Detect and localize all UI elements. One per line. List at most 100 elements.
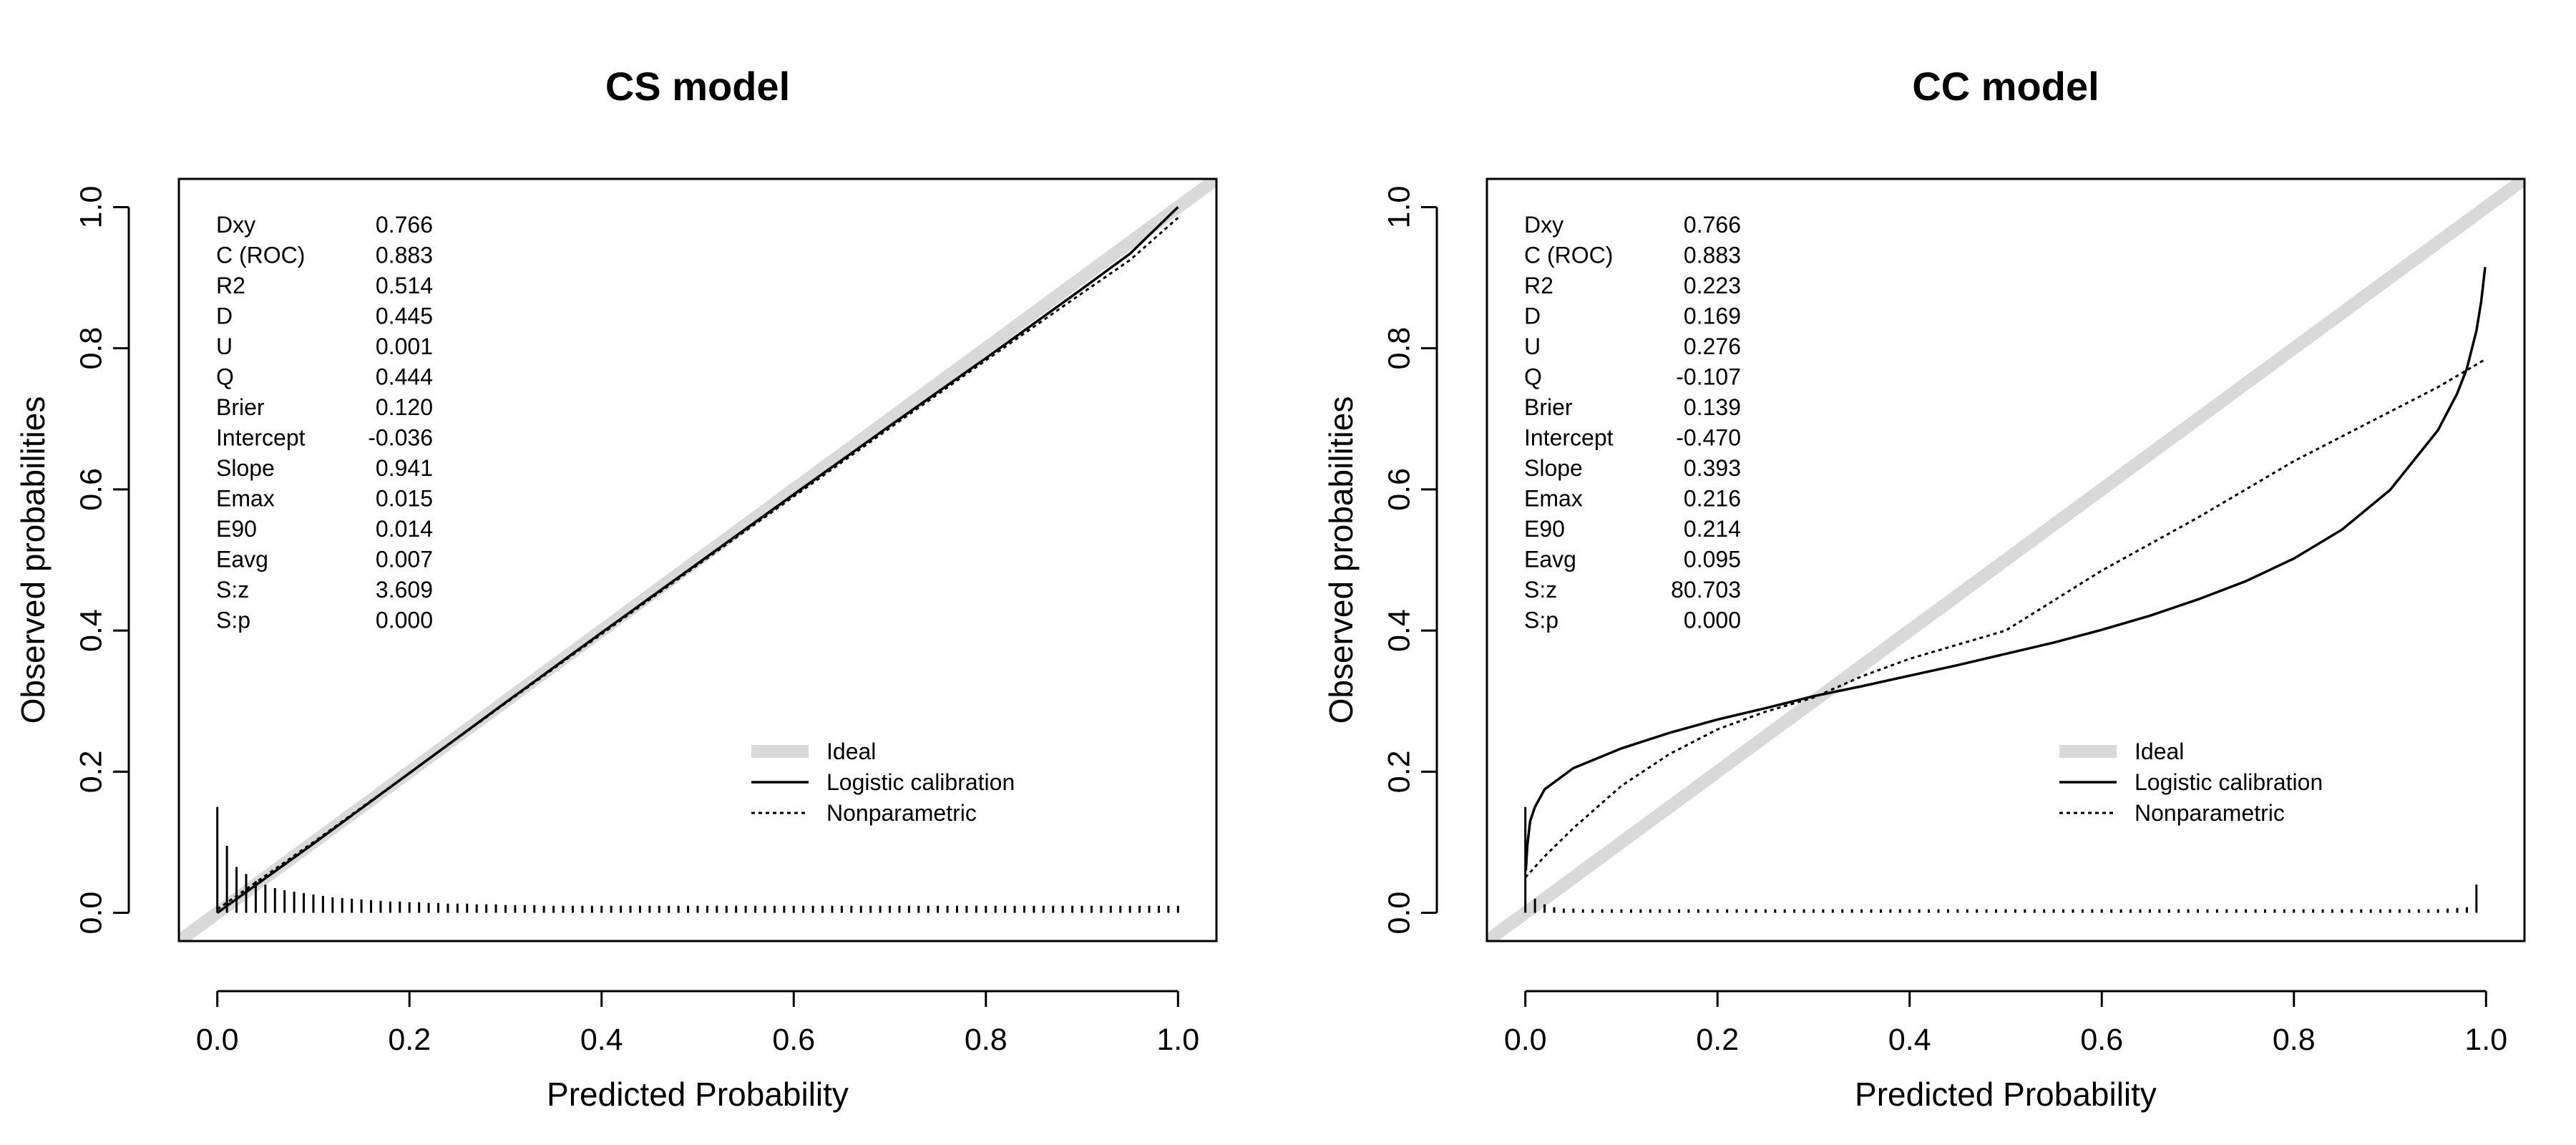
y-tick-label: 0.4 bbox=[74, 609, 108, 652]
stat-value: 0.139 bbox=[1684, 394, 1741, 420]
stat-label: Brier bbox=[1524, 394, 1573, 420]
panel-title: CC model bbox=[1912, 64, 2099, 109]
legend-label: Logistic calibration bbox=[826, 769, 1015, 795]
x-tick-label: 0.8 bbox=[2273, 1023, 2316, 1057]
x-tick-label: 0.4 bbox=[580, 1023, 623, 1057]
stat-value: -0.036 bbox=[368, 425, 433, 451]
stat-value: 0.169 bbox=[1684, 303, 1741, 329]
series-ideal-line bbox=[1487, 179, 2524, 941]
legend-label: Ideal bbox=[826, 739, 876, 764]
y-axis-label: Observed probabilities bbox=[1322, 396, 1360, 724]
stat-label: Q bbox=[1524, 364, 1542, 390]
stat-value: 0.393 bbox=[1684, 455, 1741, 481]
stat-label: Dxy bbox=[1524, 212, 1563, 238]
stat-value: 0.766 bbox=[376, 212, 433, 238]
x-axis-label: Predicted Probability bbox=[1855, 1076, 2157, 1113]
stat-value: 0.015 bbox=[376, 486, 433, 512]
stat-value: 0.276 bbox=[1684, 333, 1741, 359]
legend: Ideal Logistic calibration Nonparametric bbox=[751, 739, 1015, 826]
y-tick-label: 0.8 bbox=[74, 327, 108, 370]
stats-table: Dxy 0.766 C (ROC) 0.883 R2 0.514 D 0.445 U 0.001 Q… bbox=[216, 212, 433, 633]
stat-value: 0.014 bbox=[376, 516, 433, 542]
stat-value: 0.883 bbox=[376, 243, 433, 268]
stat-label: S:z bbox=[216, 577, 249, 603]
stat-label: Emax bbox=[216, 486, 275, 512]
stat-label: Q bbox=[216, 364, 234, 390]
stat-label: Emax bbox=[1524, 486, 1583, 512]
stat-value: -0.470 bbox=[1676, 425, 1741, 451]
stat-label: E90 bbox=[216, 516, 257, 542]
plot-frame bbox=[177, 177, 1218, 942]
plot-frame bbox=[1485, 177, 2526, 942]
stat-label: R2 bbox=[216, 273, 245, 298]
stat-label: Eavg bbox=[1524, 547, 1576, 572]
legend-label: Nonparametric bbox=[826, 800, 977, 826]
series-nonparametric-line bbox=[1524, 358, 2487, 879]
cc-panel: CC model Predicted Probability Observed pr… bbox=[1322, 64, 2526, 1113]
stat-value: 0.444 bbox=[376, 364, 433, 390]
y-axis-label: Observed probabilities bbox=[14, 396, 52, 724]
stat-label: U bbox=[216, 333, 233, 359]
y-tick-label: 0.4 bbox=[1382, 609, 1416, 652]
stat-value: 0.214 bbox=[1684, 516, 1741, 542]
x-tick-label: 0.2 bbox=[388, 1023, 431, 1057]
stats-table: Dxy 0.766 C (ROC) 0.883 R2 0.223 D 0.169 U 0.276 Q… bbox=[1524, 212, 1741, 633]
series-logistic-calibration-line bbox=[1524, 267, 2487, 871]
stat-label: E90 bbox=[1524, 516, 1565, 542]
stat-value: 0.766 bbox=[1684, 212, 1741, 238]
stat-label: Slope bbox=[216, 455, 275, 481]
stat-value: 0.095 bbox=[1684, 547, 1741, 572]
y-tick-label: 0.2 bbox=[74, 750, 108, 793]
stat-label: U bbox=[1524, 333, 1541, 359]
stat-value: 0.000 bbox=[1684, 608, 1741, 633]
y-tick-label: 0.8 bbox=[1382, 327, 1416, 370]
y-tick-label: 0.6 bbox=[1382, 468, 1416, 511]
y-tick-label: 1.0 bbox=[74, 186, 108, 229]
stat-label: D bbox=[216, 303, 233, 329]
x-axis-label: Predicted Probability bbox=[547, 1076, 849, 1113]
x-tick-label: 0.2 bbox=[1696, 1023, 1739, 1057]
legend: Ideal Logistic calibration Nonparametric bbox=[2059, 739, 2323, 826]
x-tick-label: 0.0 bbox=[196, 1023, 239, 1057]
y-tick-label: 0.0 bbox=[74, 892, 108, 935]
x-tick-label: 0.4 bbox=[1888, 1023, 1931, 1057]
stat-value: 0.941 bbox=[376, 455, 433, 481]
stat-value: 0.120 bbox=[376, 394, 433, 420]
stat-label: Brier bbox=[216, 394, 265, 420]
stat-label: C (ROC) bbox=[1524, 243, 1613, 268]
series-nonparametric-line bbox=[216, 217, 1179, 910]
histogram-spikes bbox=[216, 807, 1179, 913]
stat-label: C (ROC) bbox=[216, 243, 305, 268]
stat-label: Slope bbox=[1524, 455, 1583, 481]
stat-value: 3.609 bbox=[376, 577, 433, 603]
panel-title: CS model bbox=[605, 64, 790, 109]
x-tick-label: 0.6 bbox=[2080, 1023, 2123, 1057]
stat-label: R2 bbox=[1524, 273, 1553, 298]
stat-value: 0.445 bbox=[376, 303, 433, 329]
stat-value: 0.007 bbox=[376, 547, 433, 572]
stat-label: Dxy bbox=[216, 212, 255, 238]
stat-value: -0.107 bbox=[1676, 364, 1741, 390]
y-tick-label: 0.2 bbox=[1382, 750, 1416, 793]
stat-label: S:p bbox=[216, 608, 250, 633]
x-tick-label: 1.0 bbox=[2464, 1023, 2507, 1057]
stat-value: 0.000 bbox=[376, 608, 433, 633]
legend-label: Logistic calibration bbox=[2135, 769, 2323, 795]
stat-label: D bbox=[1524, 303, 1541, 329]
legend-label: Nonparametric bbox=[2135, 800, 2285, 826]
stat-value: 0.883 bbox=[1684, 243, 1741, 268]
stat-label: Intercept bbox=[216, 425, 306, 451]
stat-label: S:p bbox=[1524, 608, 1558, 633]
stat-value: 80.703 bbox=[1671, 577, 1741, 603]
x-tick-label: 0.0 bbox=[1504, 1023, 1547, 1057]
x-tick-label: 1.0 bbox=[1156, 1023, 1199, 1057]
x-tick-label: 0.8 bbox=[965, 1023, 1008, 1057]
y-tick-label: 1.0 bbox=[1382, 186, 1416, 229]
stat-value: 0.514 bbox=[376, 273, 433, 298]
histogram-spikes bbox=[1524, 807, 2478, 913]
stat-value: 0.223 bbox=[1684, 273, 1741, 298]
plot-area bbox=[179, 179, 1216, 941]
plot-area bbox=[1487, 179, 2524, 941]
x-tick-label: 0.6 bbox=[772, 1023, 815, 1057]
